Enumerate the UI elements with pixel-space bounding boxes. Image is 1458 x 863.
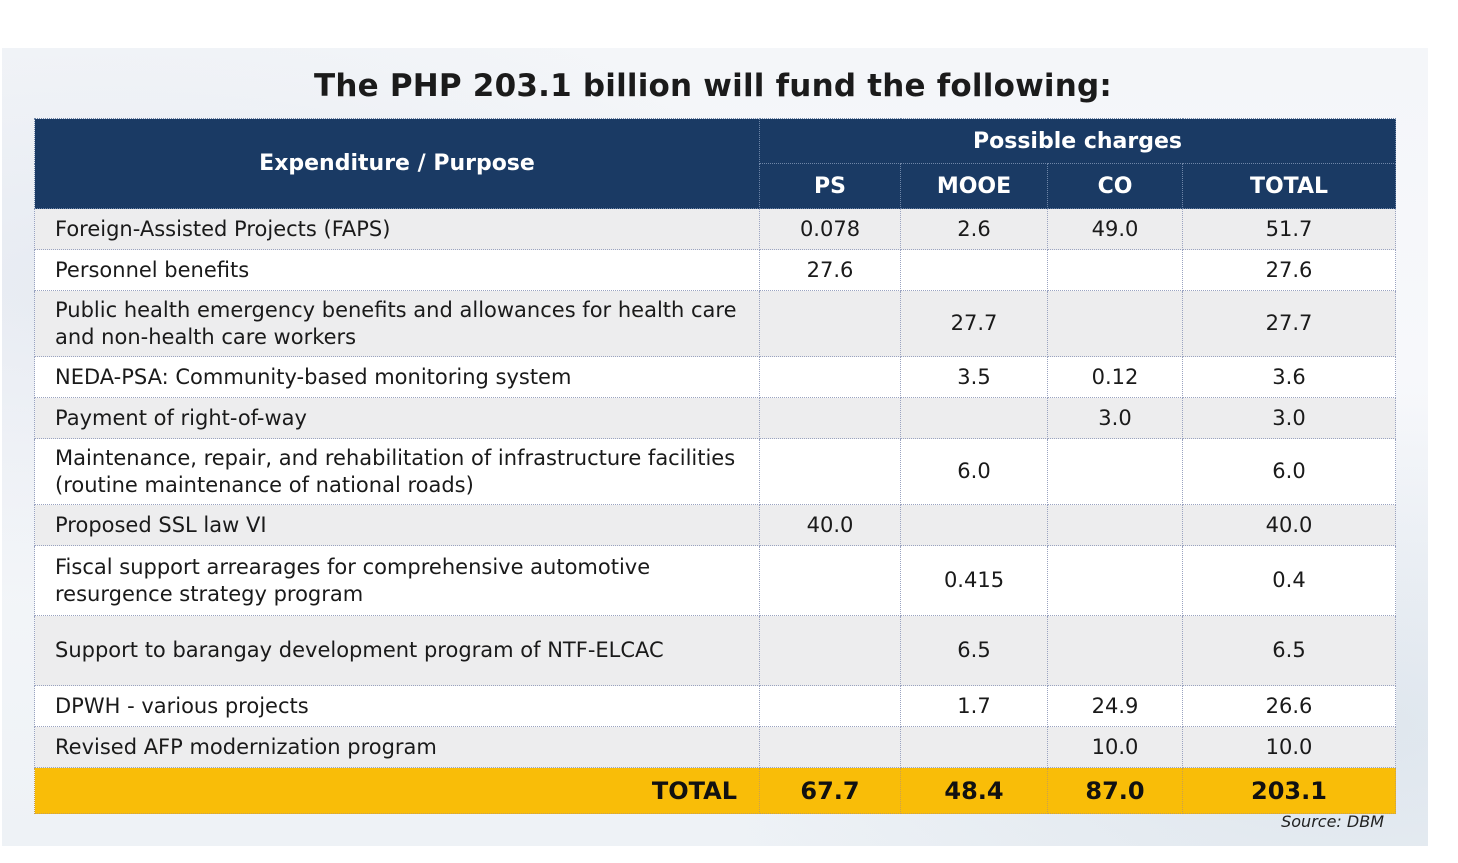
mooe-cell [900, 504, 1048, 546]
purpose-cell: NEDA-PSA: Community-based monitoring sys… [34, 356, 760, 398]
table-row: Public health emergency benefits and all… [34, 290, 1396, 357]
total-cell: 51.7 [1182, 208, 1396, 250]
mooe-cell [900, 249, 1048, 291]
table-row: Maintenance, repair, and rehabilitation … [34, 438, 1396, 505]
co-cell [1047, 438, 1183, 505]
co-cell: 0.12 [1047, 356, 1183, 398]
mooe-cell: 6.0 [900, 438, 1048, 505]
co-cell [1047, 545, 1183, 616]
purpose-cell: Payment of right-of-way [34, 397, 760, 439]
ps-cell [759, 397, 901, 439]
total-ps: 67.7 [759, 767, 901, 814]
purpose-cell: Public health emergency benefits and all… [34, 290, 760, 357]
purpose-cell: Maintenance, repair, and rehabilitation … [34, 438, 760, 505]
table-row: Payment of right-of-way 3.0 3.0 [34, 397, 1396, 439]
ps-cell: 40.0 [759, 504, 901, 546]
mooe-cell: 27.7 [900, 290, 1048, 357]
total-co: 87.0 [1047, 767, 1183, 814]
header-ps: PS [759, 163, 901, 209]
ps-cell [759, 290, 901, 357]
co-cell [1047, 249, 1183, 291]
purpose-cell: Fiscal support arrearages for comprehens… [34, 545, 760, 616]
header-purpose: Expenditure / Purpose [34, 118, 760, 209]
purpose-cell: Foreign-Assisted Projects (FAPS) [34, 208, 760, 250]
total-cell: 40.0 [1182, 504, 1396, 546]
total-cell: 0.4 [1182, 545, 1396, 616]
table-row: Fiscal support arrearages for comprehens… [34, 545, 1396, 616]
purpose-cell: Proposed SSL law VI [34, 504, 760, 546]
mooe-cell [900, 397, 1048, 439]
ps-cell [759, 545, 901, 616]
total-cell: 6.5 [1182, 615, 1396, 686]
mooe-cell [900, 726, 1048, 768]
mooe-cell: 2.6 [900, 208, 1048, 250]
expenditure-table: Expenditure / Purpose Possible charges P… [34, 118, 1396, 814]
total-row: TOTAL 67.7 48.4 87.0 203.1 [34, 767, 1396, 814]
mooe-cell: 1.7 [900, 685, 1048, 727]
total-cell: 3.6 [1182, 356, 1396, 398]
ps-cell [759, 356, 901, 398]
co-cell: 49.0 [1047, 208, 1183, 250]
co-cell [1047, 504, 1183, 546]
table-row: Personnel benefits 27.6 27.6 [34, 249, 1396, 291]
purpose-cell: DPWH - various projects [34, 685, 760, 727]
mooe-cell: 6.5 [900, 615, 1048, 686]
mooe-cell: 0.415 [900, 545, 1048, 616]
total-label: TOTAL [34, 767, 760, 814]
total-cell: 3.0 [1182, 397, 1396, 439]
ps-cell: 27.6 [759, 249, 901, 291]
total-cell: 10.0 [1182, 726, 1396, 768]
header-mooe: MOOE [900, 163, 1048, 209]
total-mooe: 48.4 [900, 767, 1048, 814]
co-cell: 10.0 [1047, 726, 1183, 768]
total-cell: 26.6 [1182, 685, 1396, 727]
header-possible-charges: Possible charges [759, 118, 1396, 164]
table-row: DPWH - various projects 1.7 24.9 26.6 [34, 685, 1396, 727]
ps-cell [759, 685, 901, 727]
co-cell: 3.0 [1047, 397, 1183, 439]
page-title: The PHP 203.1 billion will fund the foll… [314, 68, 1112, 104]
header-total: TOTAL [1182, 163, 1396, 209]
total-cell: 27.6 [1182, 249, 1396, 291]
total-cell: 6.0 [1182, 438, 1396, 505]
ps-cell: 0.078 [759, 208, 901, 250]
total-grand: 203.1 [1182, 767, 1396, 814]
co-cell: 24.9 [1047, 685, 1183, 727]
purpose-cell: Support to barangay development program … [34, 615, 760, 686]
mooe-cell: 3.5 [900, 356, 1048, 398]
source-note: Source: DBM [1281, 812, 1384, 831]
table-row: Support to barangay development program … [34, 615, 1396, 686]
purpose-cell: Revised AFP modernization program [34, 726, 760, 768]
header-co: CO [1047, 163, 1183, 209]
ps-cell [759, 726, 901, 768]
co-cell [1047, 615, 1183, 686]
ps-cell [759, 438, 901, 505]
purpose-cell: Personnel benefits [34, 249, 760, 291]
co-cell [1047, 290, 1183, 357]
table-row: Revised AFP modernization program 10.0 1… [34, 726, 1396, 768]
total-cell: 27.7 [1182, 290, 1396, 357]
table-row: Foreign-Assisted Projects (FAPS) 0.078 2… [34, 208, 1396, 250]
table-row: Proposed SSL law VI 40.0 40.0 [34, 504, 1396, 546]
table-row: NEDA-PSA: Community-based monitoring sys… [34, 356, 1396, 398]
ps-cell [759, 615, 901, 686]
